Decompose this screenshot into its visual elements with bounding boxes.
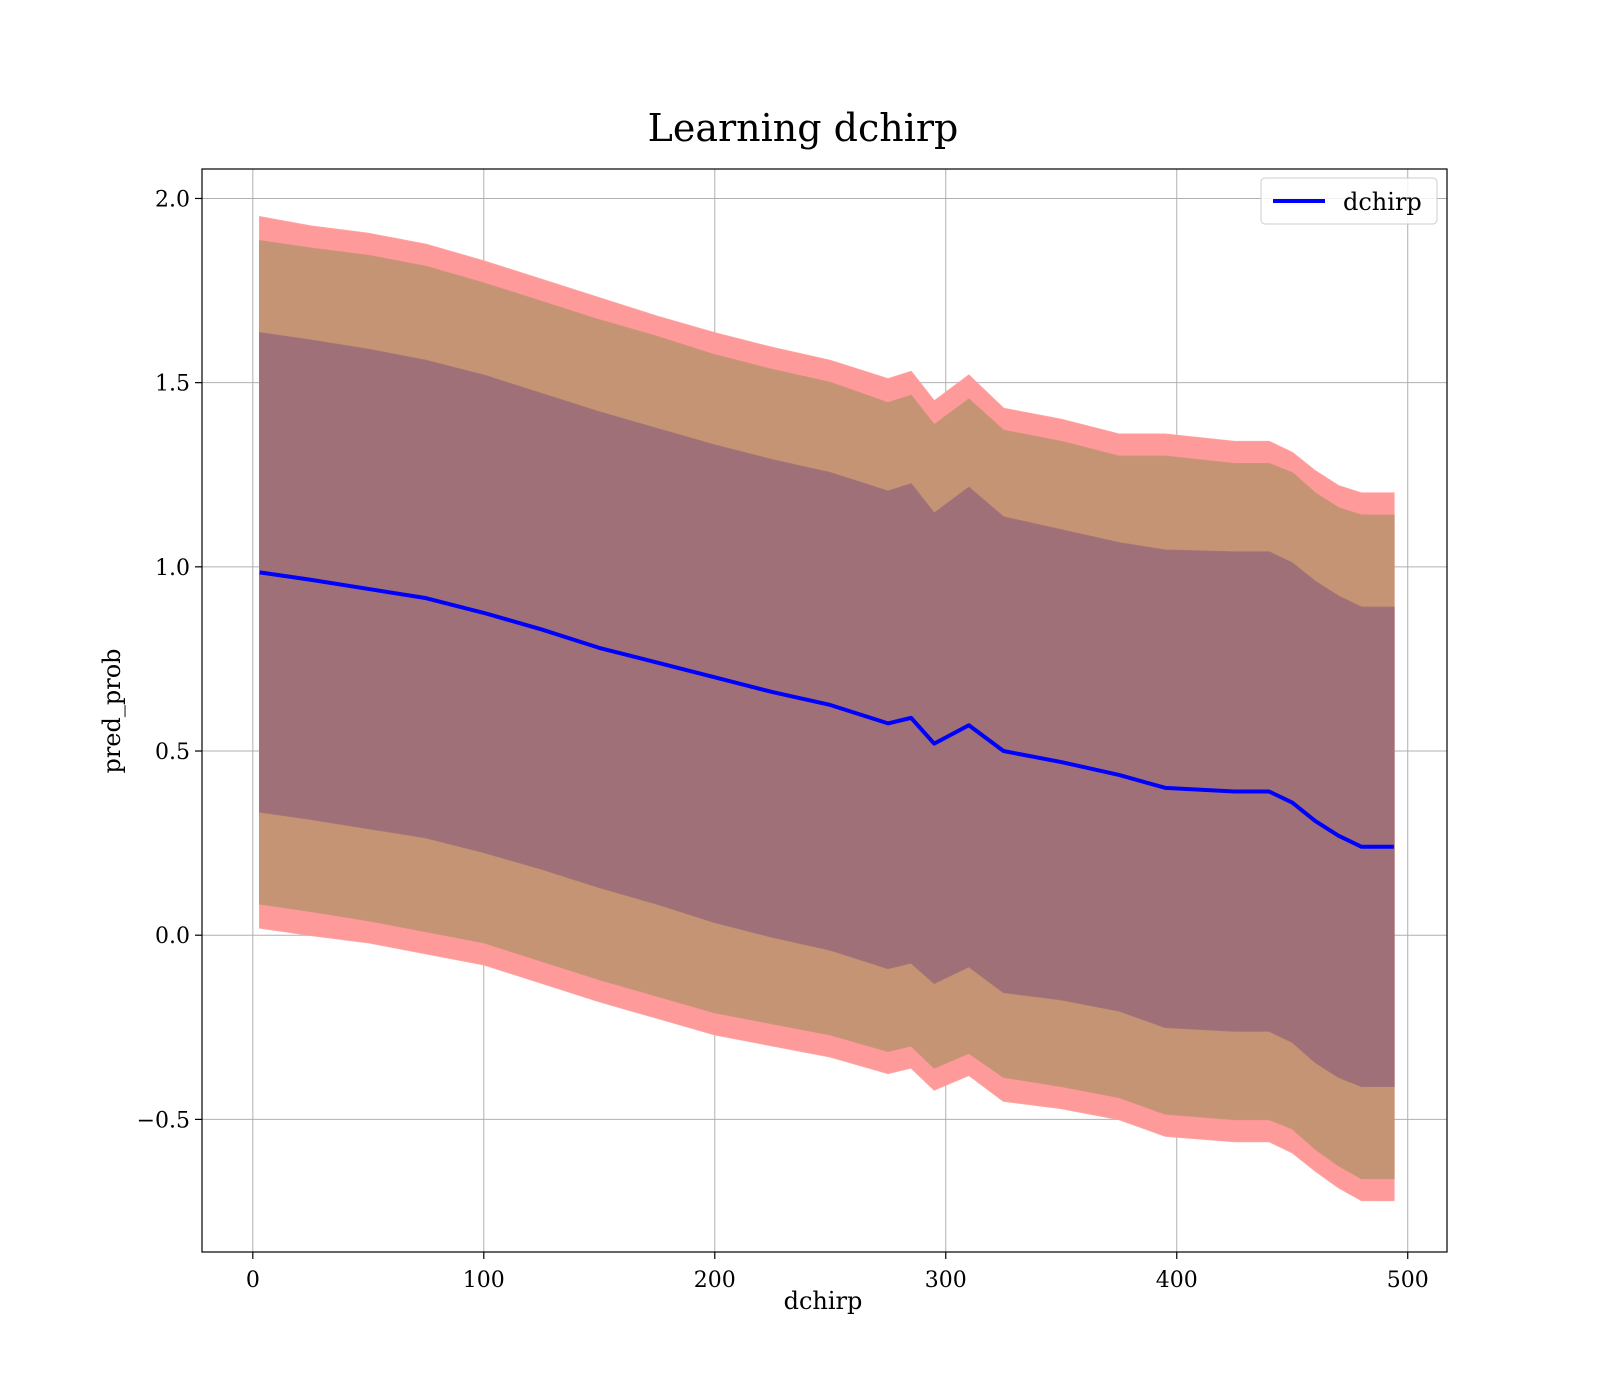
series-lines: [259, 570, 1394, 849]
confidence-bands: [259, 215, 1395, 1202]
x-tick-label-2: 200: [694, 1268, 736, 1293]
y-axis-ticks: −0.5 0.0 0.5 1.0 1.5 2.0: [137, 187, 202, 1133]
x-tick-label-0: 0: [246, 1268, 260, 1293]
inner-band: [259, 332, 1395, 1087]
chart-title: Learning dchirp: [648, 106, 959, 150]
y-tick-label-1: 0.0: [155, 924, 190, 949]
y-tick-label-5: 2.0: [155, 187, 190, 212]
x-axis-ticks: 0 100 200 300 400 500: [246, 1252, 1429, 1293]
x-tick-label-1: 100: [463, 1268, 505, 1293]
y-axis-label: pred_prob: [98, 648, 126, 773]
legend-box: [1260, 177, 1438, 225]
y-tick-label-2: 0.5: [155, 740, 190, 765]
y-tick-label-4: 1.5: [155, 372, 190, 397]
x-tick-label-4: 400: [1156, 1268, 1198, 1293]
y-tick-label-0: −0.5: [137, 1108, 190, 1133]
x-tick-label-5: 500: [1387, 1268, 1429, 1293]
series-line-dchirp: [259, 570, 1394, 849]
x-axis-label: dchirp: [784, 1287, 863, 1315]
legend-label-dchirp: dchirp: [1343, 188, 1422, 216]
x-tick-label-3: 300: [925, 1268, 967, 1293]
legend: dchirp: [1260, 177, 1438, 225]
plot-frame: [201, 168, 1448, 1253]
y-tick-label-3: 1.0: [155, 556, 190, 581]
